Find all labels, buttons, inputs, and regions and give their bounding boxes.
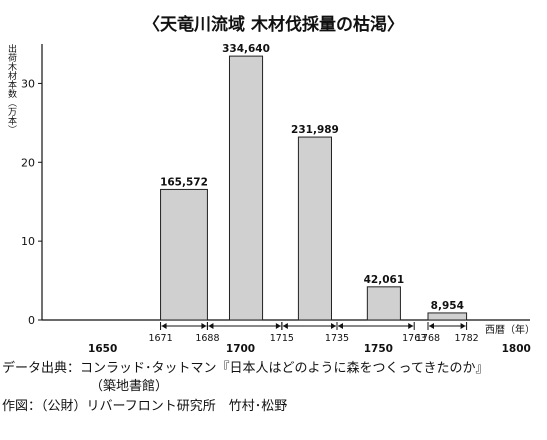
bar-value-label: 165,572 <box>160 176 208 188</box>
source-credit: データ出典：コンラッド･タットマン『日本人はどのように森をつくってきたのか』 <box>2 361 489 376</box>
bar-value-label: 334,640 <box>222 43 270 55</box>
bar-value-label: 231,989 <box>291 124 339 136</box>
bar <box>228 55 264 321</box>
y-tick-label: 20 <box>21 156 35 169</box>
bar-value-label: 42,061 <box>364 274 405 286</box>
y-tick-label: 30 <box>21 77 35 90</box>
x-tick-label: 1750 <box>364 343 393 355</box>
period-end-label: 1782 <box>454 333 478 344</box>
y-axis-label: 出荷木材本数（万本） <box>6 44 16 134</box>
period-arrow-right <box>408 323 414 329</box>
period-start-label: 1768 <box>416 333 440 344</box>
period-end-label: 1715 <box>270 333 294 344</box>
x-tick-label: 1650 <box>88 343 117 355</box>
period-arrow-right <box>201 323 207 329</box>
source-publisher: （築地書館） <box>90 379 169 394</box>
x-tick-label: 1700 <box>226 343 255 355</box>
y-tick-label: 0 <box>28 314 35 327</box>
period-arrow-right <box>331 323 337 329</box>
x-axis-label: 西暦（年） <box>485 323 535 336</box>
period-arrow-right <box>275 323 281 329</box>
period-end-label: 1688 <box>195 333 219 344</box>
period-arrow-left <box>282 323 288 329</box>
bar <box>366 286 401 321</box>
period-start-label: 1671 <box>148 333 172 344</box>
period-arrow-left <box>428 323 434 329</box>
period-arrow-left <box>338 323 344 329</box>
period-arrow-left <box>161 323 167 329</box>
bar-value-label: 8,954 <box>431 300 464 312</box>
y-tick-label: 10 <box>21 235 35 248</box>
period-end-label: 1763 <box>402 333 426 344</box>
period-arrow-right <box>460 323 466 329</box>
bar <box>160 188 208 321</box>
period-end-label: 1735 <box>325 333 349 344</box>
bar <box>427 312 468 321</box>
bar <box>297 136 332 321</box>
author-credit: 作図：（公財）リバーフロント研究所 竹村･松野 <box>2 399 288 414</box>
chart-title: 〈天竜川流域 木材伐採量の枯渇〉 <box>143 15 404 35</box>
x-tick-label: 1800 <box>502 343 531 355</box>
period-arrow-left <box>208 323 214 329</box>
